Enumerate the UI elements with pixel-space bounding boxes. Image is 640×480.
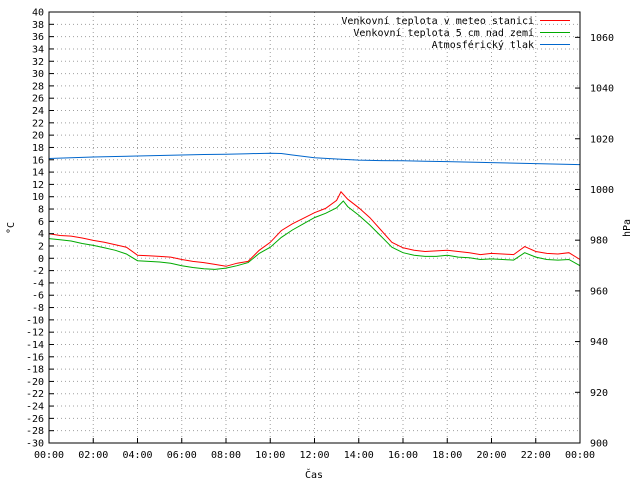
y-tick-label: -14: [26, 340, 44, 351]
grid: [48, 11, 581, 444]
x-tick-label: 02:00: [78, 450, 108, 461]
y-tick-label: 28: [32, 81, 44, 92]
x-tick-label: 18:00: [432, 450, 462, 461]
legend-label-1: Venkovní teplota v meteo stanici: [341, 15, 534, 27]
y-tick-label: 38: [32, 20, 44, 31]
y2-tick-label: 1060: [590, 33, 614, 44]
y-axis-label: °C: [6, 222, 17, 234]
y-axis-ticks: 4038363432302826242220181614121086420-2-…: [26, 8, 54, 450]
y2-axis-label: hPa: [622, 219, 633, 237]
x-tick-label: 06:00: [167, 450, 197, 461]
y2-tick-label: 1000: [590, 185, 614, 196]
legend: Venkovní teplota v meteo staniciVenkovní…: [341, 15, 570, 51]
y-tick-label: 30: [32, 69, 44, 80]
y-tick-label: 18: [32, 143, 44, 154]
y-tick-label: -26: [26, 414, 44, 425]
y-tick-label: 34: [32, 44, 44, 55]
series-line-3: [48, 152, 581, 166]
y2-tick-label: 960: [590, 286, 608, 297]
y-tick-label: 16: [32, 155, 44, 166]
y-tick-label: 32: [32, 57, 44, 68]
y-tick-label: 14: [32, 168, 44, 179]
y2-tick-label: 900: [590, 439, 608, 450]
y-tick-label: 22: [32, 118, 44, 129]
y-tick-label: 40: [32, 8, 44, 19]
y-tick-label: -12: [26, 328, 44, 339]
series-group: [48, 152, 581, 270]
x-tick-label: 00:00: [34, 450, 64, 461]
legend-label-2: Venkovní teplota 5 cm nad zemí: [353, 27, 534, 39]
y-tick-label: 0: [38, 254, 44, 265]
x-tick-label: 20:00: [476, 450, 506, 461]
y-tick-label: 4: [38, 229, 44, 240]
x-tick-label: 00:00: [565, 450, 595, 461]
x-tick-label: 04:00: [122, 450, 152, 461]
x-tick-label: 22:00: [521, 450, 551, 461]
x-tick-label: 12:00: [299, 450, 329, 461]
y-tick-label: -8: [32, 303, 44, 314]
y2-tick-label: 920: [590, 388, 608, 399]
y-tick-label: 24: [32, 106, 44, 117]
y-tick-label: -10: [26, 315, 44, 326]
y-tick-label: 26: [32, 94, 44, 105]
y-tick-label: 10: [32, 192, 44, 203]
x-axis-ticks: 00:00 02:00 04:00 06:00 08:00 10:00 12:00 14:00…: [34, 438, 595, 461]
y2-tick-label: 940: [590, 337, 608, 348]
y-tick-label: -20: [26, 377, 44, 388]
y-tick-label: -16: [26, 352, 44, 363]
series-line-2: [48, 200, 581, 270]
y-tick-label: 6: [38, 217, 44, 228]
y-tick-label: -4: [32, 278, 44, 289]
y-tick-label: -28: [26, 426, 44, 437]
y-tick-label: -30: [26, 439, 44, 450]
x-tick-label: 16:00: [388, 450, 418, 461]
y2-axis-ticks: 1060 1040 1020 1000 980 960 940 920 900: [575, 33, 614, 450]
x-tick-label: 14:00: [344, 450, 374, 461]
y-tick-label: -2: [32, 266, 44, 277]
y2-tick-label: 1040: [590, 84, 614, 95]
y-tick-label: 8: [38, 205, 44, 216]
y-tick-label: 2: [38, 241, 44, 252]
y2-tick-label: 980: [590, 236, 608, 247]
y-tick-label: 20: [32, 131, 44, 142]
x-tick-label: 08:00: [211, 450, 241, 461]
y-tick-label: -6: [32, 291, 44, 302]
series-line-1: [48, 190, 581, 267]
y2-tick-label: 1020: [590, 134, 614, 145]
y-tick-label: -22: [26, 389, 44, 400]
y-tick-label: 12: [32, 180, 44, 191]
legend-label-3: Atmosférický tlak: [432, 39, 534, 51]
y-tick-label: -18: [26, 365, 44, 376]
x-tick-label: 10:00: [255, 450, 285, 461]
x-axis-label: Čas: [305, 468, 323, 480]
y-tick-label: 36: [32, 32, 44, 43]
y-tick-label: -24: [26, 402, 44, 413]
